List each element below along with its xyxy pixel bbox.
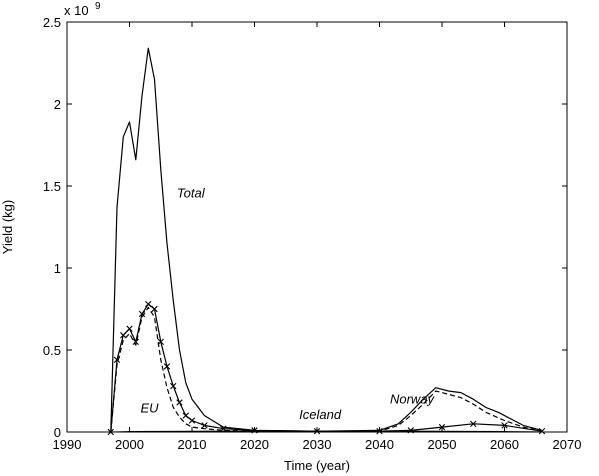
series-point xyxy=(120,332,127,339)
series-point xyxy=(176,399,183,406)
y-tick-label: 2 xyxy=(54,97,61,112)
plot-frame xyxy=(66,21,568,433)
series-line-1 xyxy=(110,47,543,433)
y-multiplier-label: x 10 xyxy=(64,3,89,18)
series-point xyxy=(438,423,446,431)
series-line-4 xyxy=(110,430,543,433)
x-tick-label: 2010 xyxy=(178,437,207,452)
series-line-3 xyxy=(110,306,543,433)
x-tick-label: 2050 xyxy=(428,437,457,452)
series-point xyxy=(145,300,152,308)
series-point xyxy=(163,363,171,370)
y-tick-label: 1.5 xyxy=(43,179,61,194)
annotation-iceland: Iceland xyxy=(299,407,342,422)
x-axis-label: Time (year) xyxy=(284,458,350,473)
series-point xyxy=(470,420,477,427)
axis-ticks: 1990 2000 2010 2020 2030 2040 2050 2060 2070 0 0.5… xyxy=(43,15,582,452)
x-tick-label: 2040 xyxy=(365,437,394,452)
x-tick-label: 2020 xyxy=(240,437,269,452)
x-tick-label: 2060 xyxy=(490,437,519,452)
annotation-norway: Norway xyxy=(390,391,436,406)
series-point xyxy=(201,422,208,429)
y-multiplier-exponent: 9 xyxy=(95,1,101,12)
series-point xyxy=(151,305,158,313)
series-point xyxy=(138,310,146,318)
annotations-group: Total EU Iceland Norway xyxy=(140,185,435,421)
annotation-eu: EU xyxy=(140,400,159,415)
y-axis-label: Yield (kg) xyxy=(0,200,15,254)
y-tick-label: 1 xyxy=(54,261,61,276)
series-point xyxy=(188,417,196,424)
series-point xyxy=(182,412,189,419)
x-tick-label: 2070 xyxy=(553,437,582,452)
y-tick-label: 0 xyxy=(54,425,61,440)
series-point xyxy=(170,382,177,390)
series-group xyxy=(107,47,546,436)
x-tick-label: 2030 xyxy=(303,437,332,452)
series-point xyxy=(107,428,114,436)
series-point xyxy=(251,427,258,434)
annotation-total: Total xyxy=(177,185,206,200)
series-line-2 xyxy=(110,303,543,433)
series-point xyxy=(407,427,414,434)
y-tick-label: 0.5 xyxy=(43,343,61,358)
x-tick-label: 2000 xyxy=(115,437,144,452)
y-tick-label: 2.5 xyxy=(43,15,61,30)
x-tick-label: 1990 xyxy=(53,437,82,452)
series-point xyxy=(132,338,139,345)
series-point xyxy=(501,422,508,429)
series-point xyxy=(126,325,133,332)
